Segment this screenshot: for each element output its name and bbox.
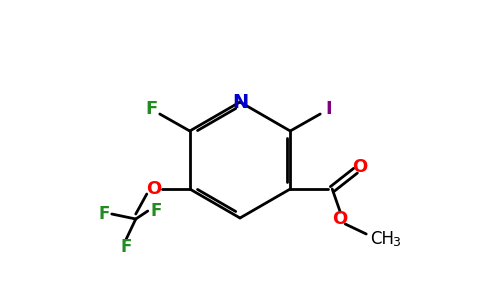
Text: F: F (98, 205, 109, 223)
Text: O: O (333, 210, 348, 228)
Text: I: I (325, 100, 332, 118)
Text: O: O (146, 180, 161, 198)
Text: F: F (120, 238, 132, 256)
Text: F: F (150, 202, 162, 220)
Text: CH: CH (370, 230, 394, 248)
Text: 3: 3 (392, 236, 400, 248)
Text: O: O (353, 158, 368, 176)
Text: N: N (232, 92, 248, 112)
Text: F: F (146, 100, 158, 118)
